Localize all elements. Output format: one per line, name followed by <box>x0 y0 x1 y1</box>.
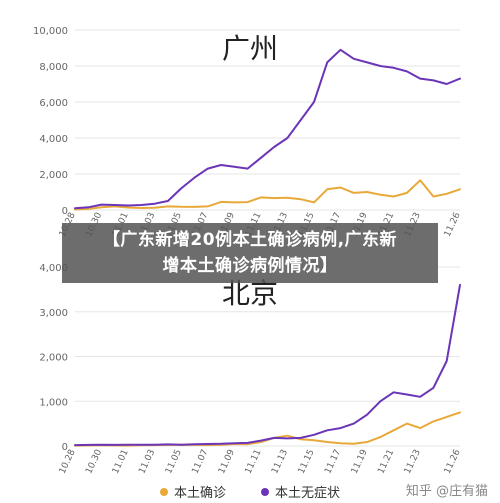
y-tick-label: 0 <box>62 206 68 217</box>
asymptomatic-series-line <box>74 48 461 210</box>
y-tick-label: 0 <box>62 442 68 453</box>
x-tick-label: 11.23 <box>403 448 423 476</box>
y-tick-label: 8,000 <box>39 62 68 73</box>
confirmed-series-line <box>74 411 461 447</box>
x-tick-label: 11.05 <box>164 448 184 476</box>
y-tick-label: 6,000 <box>39 98 68 109</box>
x-tick-label: 11.19 <box>350 448 370 476</box>
headline-banner: 【广东新增20例本土确诊病例,广东新 增本土确诊病例情况】 <box>62 223 438 283</box>
chart-title: 广州 <box>222 32 278 65</box>
x-tick-label: 11.03 <box>137 448 157 476</box>
y-tick-label: 1,000 <box>39 397 68 408</box>
x-tick-label: 11.09 <box>217 448 237 476</box>
confirmed-legend-marker <box>160 488 168 496</box>
confirmed-legend-label: 本土确诊 <box>174 486 226 501</box>
y-tick-label: 2,000 <box>39 353 68 364</box>
asymptomatic-series-line <box>74 283 461 447</box>
guangzhou-chart: 02,0004,0006,0008,00010,00010.2810.3011.… <box>33 26 463 239</box>
x-tick-label: 11.26 <box>443 211 463 239</box>
asymptomatic-legend-marker <box>261 488 269 496</box>
x-tick-label: 11.26 <box>443 448 463 476</box>
x-tick-label: 11.15 <box>297 448 317 476</box>
x-tick-label: 11.01 <box>111 448 131 476</box>
headline-line-2: 增本土确诊病例情况】 <box>162 256 338 276</box>
y-tick-label: 10,000 <box>33 26 68 37</box>
headline-text: 【广东新增20例本土确诊病例,广东新 增本土确诊病例情况】 <box>74 227 426 279</box>
y-tick-label: 4,000 <box>39 134 68 145</box>
x-tick-label: 11.21 <box>376 448 396 476</box>
x-tick-label: 11.17 <box>323 448 343 476</box>
x-tick-label: 11.11 <box>244 448 264 476</box>
x-tick-label: 11.13 <box>270 448 290 476</box>
x-tick-label: 11.07 <box>191 448 211 476</box>
legend: 本土确诊 本土无症状 <box>160 486 340 501</box>
confirmed-series-line <box>74 179 461 211</box>
asymptomatic-legend-label: 本土无症状 <box>275 486 340 501</box>
watermark: 知乎 @庄有猫 <box>405 484 488 499</box>
headline-line-1: 【广东新增20例本土确诊病例,广东新 <box>102 230 398 250</box>
y-tick-label: 4,000 <box>39 263 68 274</box>
y-tick-label: 3,000 <box>39 308 68 319</box>
x-tick-label: 10.30 <box>84 448 104 476</box>
y-tick-label: 2,000 <box>39 170 68 181</box>
